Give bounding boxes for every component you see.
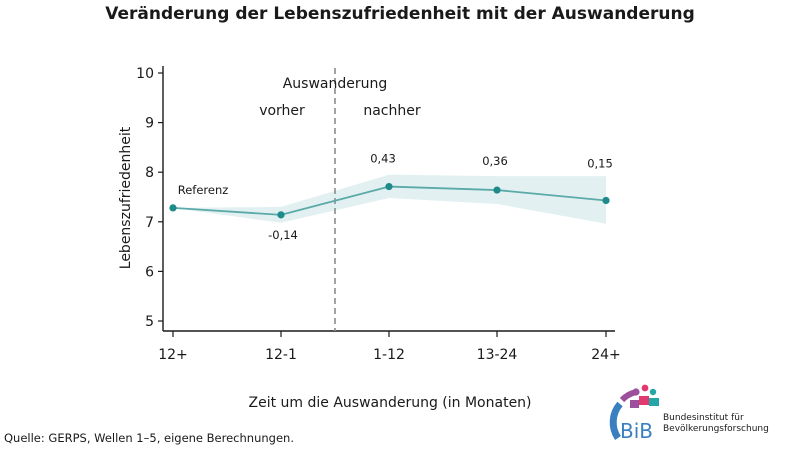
divider-label: Auswanderung xyxy=(283,76,388,92)
y-ticks: 5 6 7 8 9 10 xyxy=(136,66,163,330)
data-point xyxy=(277,211,285,219)
data-points xyxy=(169,182,610,219)
confidence-band xyxy=(173,174,606,224)
x-axis-label: Zeit um die Auswanderung (in Monaten) xyxy=(248,395,531,411)
data-labels: Referenz -0,14 0,43 0,36 0,15 xyxy=(178,152,613,242)
data-point xyxy=(493,186,501,194)
logo-line1: Bundesinstitut für xyxy=(663,413,744,423)
bib-logo-mark: BiB xyxy=(620,419,653,443)
data-point xyxy=(385,182,393,191)
y-tick-label: 8 xyxy=(145,165,154,181)
x-tick-label: 12-1 xyxy=(265,347,297,363)
before-label: vorher xyxy=(259,103,305,119)
data-label: 0,15 xyxy=(587,156,613,170)
bib-logo-icon: BiB xyxy=(609,384,659,443)
after-label: nachher xyxy=(363,103,421,119)
source-note: Quelle: GERPS, Wellen 1–5, eigene Berech… xyxy=(4,431,294,445)
logo-line2: Bevölkerungsforschung xyxy=(663,424,769,434)
data-point xyxy=(169,204,177,212)
y-tick-label: 9 xyxy=(145,116,154,132)
data-label: -0,14 xyxy=(268,228,298,242)
x-tick-label: 24+ xyxy=(591,347,621,363)
x-tick-label: 12+ xyxy=(158,347,188,363)
data-label: 0,43 xyxy=(370,152,396,166)
data-point xyxy=(602,196,610,205)
x-tick-label: 13-24 xyxy=(477,347,518,363)
y-tick-label: 7 xyxy=(145,215,154,231)
y-tick-label: 5 xyxy=(145,314,154,330)
y-tick-label: 6 xyxy=(145,264,154,280)
data-label: 0,36 xyxy=(482,154,508,168)
y-axis-label: Lebenszufriedenheit xyxy=(118,126,134,269)
data-label: Referenz xyxy=(178,183,229,197)
x-ticks: 12+ 12-1 1-12 13-24 24+ xyxy=(158,331,621,363)
y-tick-label: 10 xyxy=(136,66,154,82)
x-tick-label: 1-12 xyxy=(373,347,405,363)
bib-logo-text: Bundesinstitut für Bevölkerungsforschung xyxy=(663,413,769,435)
chart-title: Veränderung der Lebenszufriedenheit mit … xyxy=(105,4,695,24)
